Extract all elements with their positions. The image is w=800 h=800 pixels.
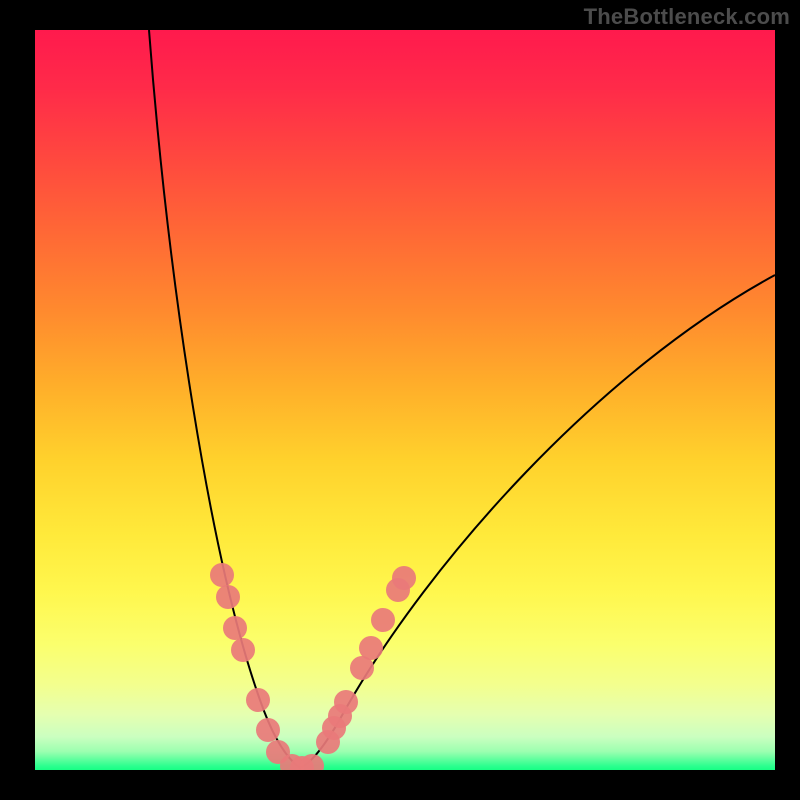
data-marker xyxy=(371,608,395,632)
plot-area xyxy=(35,30,775,780)
data-marker xyxy=(256,718,280,742)
data-marker xyxy=(216,585,240,609)
data-marker xyxy=(359,636,383,660)
data-marker xyxy=(223,616,247,640)
data-marker xyxy=(231,638,255,662)
data-marker xyxy=(210,563,234,587)
data-marker xyxy=(334,690,358,714)
bottleneck-curve-chart xyxy=(0,0,800,800)
gradient-background xyxy=(35,30,775,770)
data-marker xyxy=(246,688,270,712)
watermark-text: TheBottleneck.com xyxy=(584,4,790,30)
data-marker xyxy=(392,566,416,590)
